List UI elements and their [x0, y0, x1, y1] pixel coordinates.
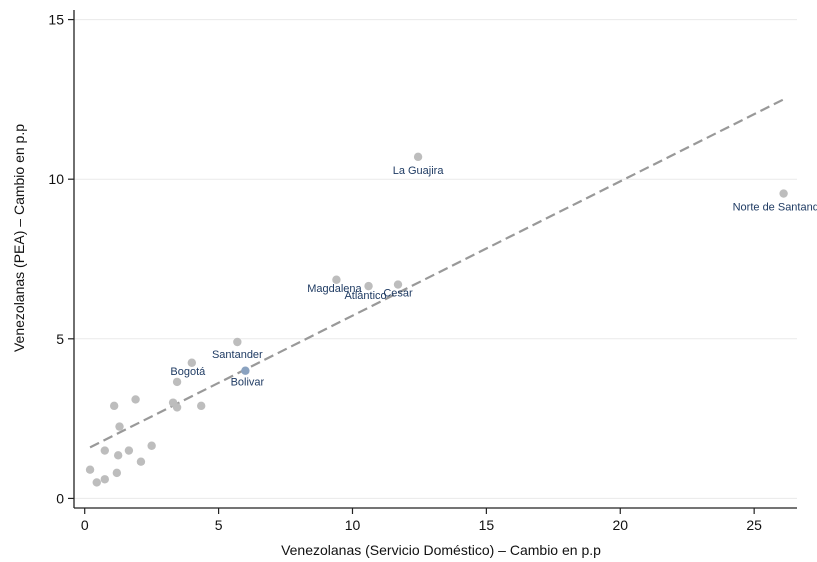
- axes: 0 5 10 15 0 5 10 15 20 25: [48, 10, 797, 533]
- x-tick-label-10: 10: [345, 517, 361, 533]
- data-point-17: [233, 337, 242, 347]
- point-label-23: Norte de Santander: [733, 202, 817, 214]
- data-point-0: [85, 465, 95, 474]
- data-point-22: [413, 152, 423, 162]
- gridlines: [74, 19, 797, 499]
- y-axis-title: Venezolanas (PEA) – Cambio en p.p: [11, 124, 27, 352]
- point-labels: Bogotá Santander Bolivar MagdalenaAtlántico…: [170, 165, 817, 389]
- y-tick-label-0: 0: [56, 490, 64, 506]
- data-point-19: [332, 275, 341, 284]
- data-point-4: [109, 401, 119, 411]
- data-points: [85, 152, 788, 487]
- data-point-16: [196, 401, 206, 411]
- data-point-21: [393, 280, 403, 289]
- data-point-23: [779, 189, 788, 198]
- x-tick-label-0: 0: [81, 517, 89, 533]
- data-point-15: [187, 358, 197, 367]
- point-label-22: La Guajira: [393, 165, 445, 177]
- x-tick-label-5: 5: [215, 517, 223, 533]
- data-point-1: [92, 478, 101, 487]
- data-point-5: [112, 468, 122, 478]
- data-point-10: [136, 457, 146, 466]
- data-point-20: [364, 281, 373, 291]
- fit-line: [89, 98, 785, 449]
- data-point-18: [241, 366, 250, 375]
- point-label-19: Magdalena: [307, 283, 362, 295]
- x-tick-label-25: 25: [746, 517, 762, 533]
- data-point-2: [100, 475, 109, 484]
- y-tick-label-5: 5: [56, 331, 64, 347]
- data-point-14: [172, 377, 182, 387]
- x-tick-label-15: 15: [479, 517, 495, 533]
- data-point-3: [100, 446, 109, 455]
- data-point-6: [113, 451, 123, 460]
- y-tick-label-15: 15: [48, 12, 64, 28]
- point-label-18: Bolivar: [231, 377, 265, 389]
- data-point-9: [131, 395, 140, 404]
- fit-line-group: [89, 98, 785, 449]
- data-point-7: [115, 422, 124, 431]
- y-tick-label-10: 10: [48, 171, 64, 187]
- data-point-11: [147, 441, 156, 450]
- x-tick-label-20: 20: [612, 517, 628, 533]
- point-label-20: Atlántico: [344, 290, 386, 302]
- data-point-8: [124, 446, 134, 455]
- point-label-21: Cesar: [383, 288, 413, 300]
- point-label-15: Bogotá: [170, 366, 206, 378]
- x-axis-title: Venezolanas (Servicio Doméstico) – Cambi…: [281, 542, 601, 558]
- point-label-17: Santander: [212, 349, 263, 361]
- data-point-13: [172, 403, 182, 412]
